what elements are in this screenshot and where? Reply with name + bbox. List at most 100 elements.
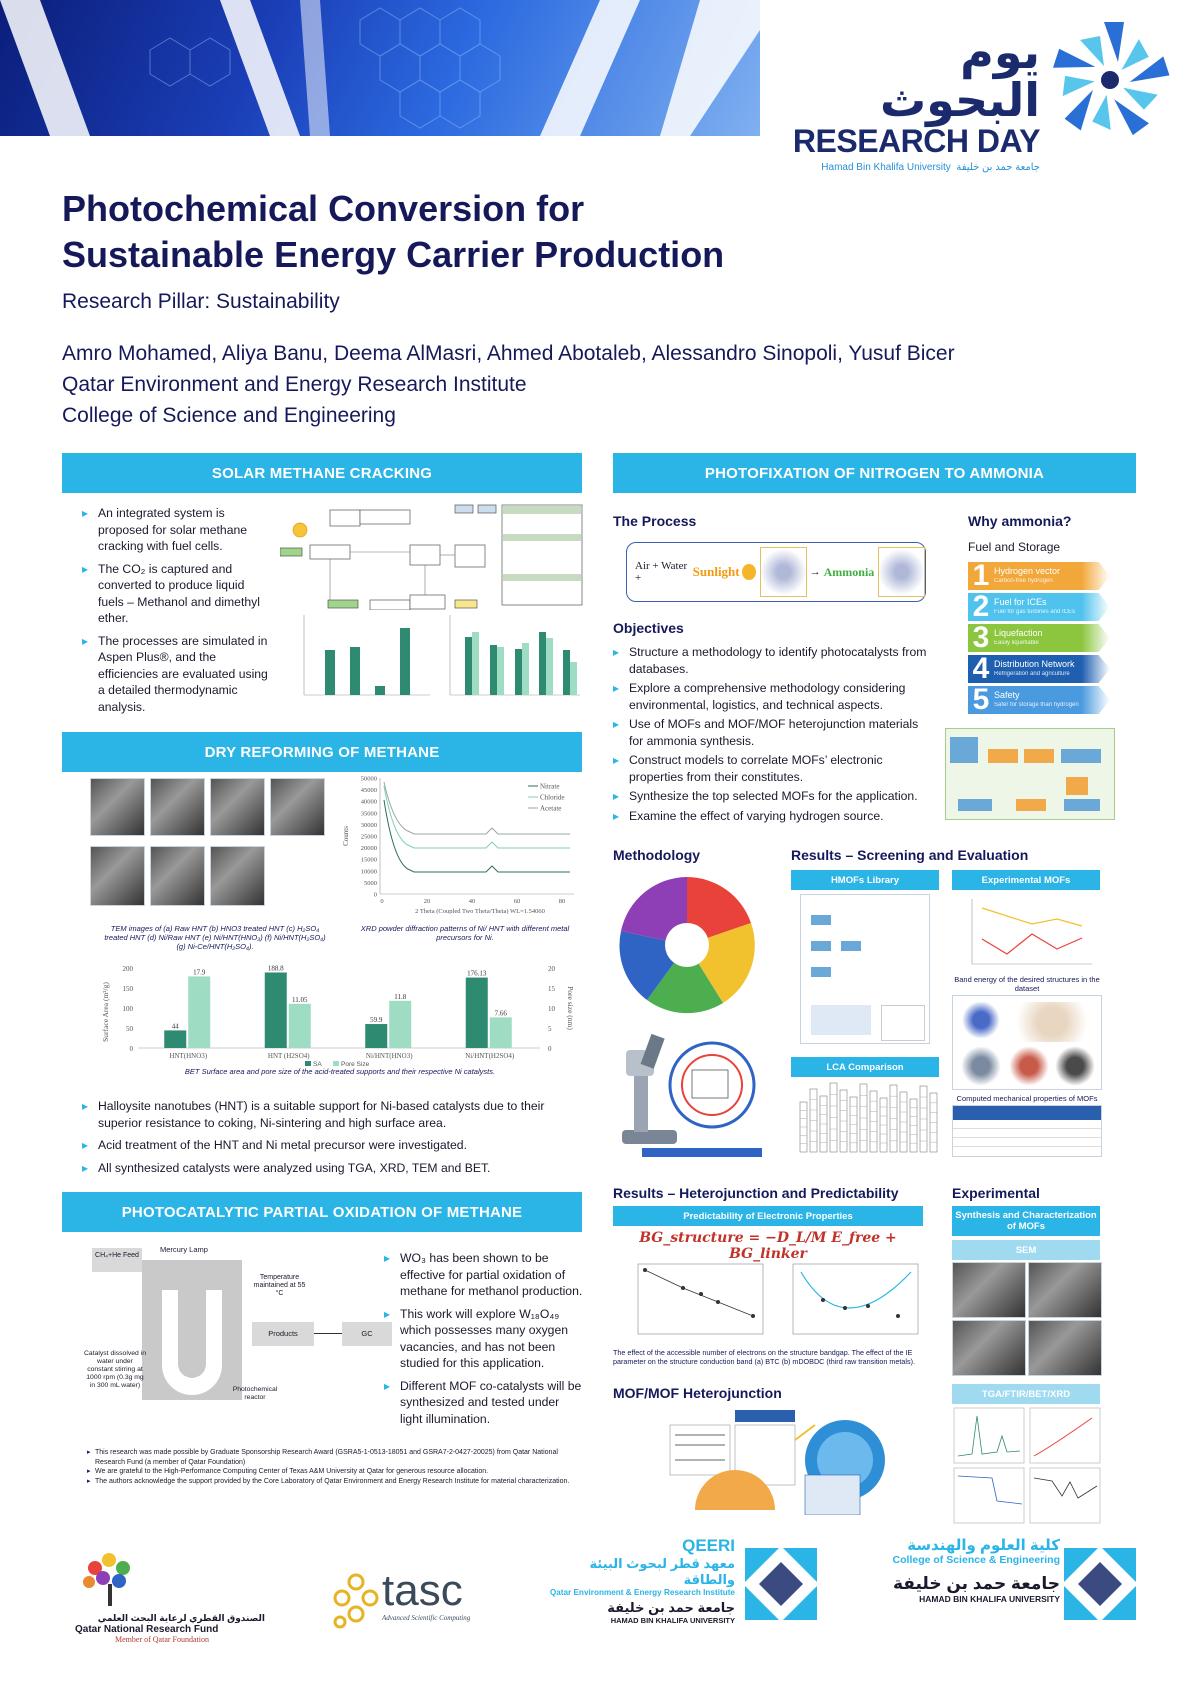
bar-sa (365, 1024, 388, 1048)
ammonia-reason-2: 2 Fuel for ICEs Fuel for gas turbines and … (968, 593, 1110, 621)
qnrf-tree-icon (83, 1553, 130, 1606)
qnrf-english: Qatar National Research Fund (75, 1624, 219, 1635)
footnote-3: The authors acknowledge the support prov… (87, 1477, 587, 1487)
solar-bullet-3: The processes are simulated in Aspen Plu… (82, 633, 272, 716)
mof-structure-icon-2 (878, 547, 926, 597)
legend-swatch (305, 1061, 311, 1066)
band-energy-caption: Band energy of the desired structures in… (954, 975, 1100, 993)
reactor-inner (178, 1290, 206, 1378)
bar-value-label: 188.8 (268, 964, 284, 972)
authors: Amro Mohamed, Aliya Banu, Deema AlMasri,… (62, 342, 955, 365)
xrd-y-tick: 50000 (361, 776, 377, 783)
bar-value-label: 7.66 (495, 1009, 508, 1017)
solar-bullet-2: The CO₂ is captured and converted to pro… (82, 561, 272, 627)
footnote-2: We are grateful to the High-Performance … (87, 1467, 587, 1477)
reason-label: Safety (994, 690, 1020, 700)
objective-item: Structure a methodology to identify phot… (613, 644, 933, 677)
y-tick-label: 150 (123, 985, 134, 993)
reason-sub: Refrigeration and agriculture (994, 671, 1070, 677)
bar-value-label: 11.05 (292, 996, 308, 1004)
footnote-1: This research was made possible by Gradu… (87, 1448, 587, 1467)
objective-item: Synthesize the top selected MOFs for the… (613, 788, 933, 805)
xrd-y-tick: 45000 (361, 787, 377, 794)
methodology-heading: Methodology (613, 847, 701, 863)
objective-item: Use of MOFs and MOF/MOF heterojunction m… (613, 716, 933, 749)
research-pillar: Research Pillar: Sustainability (62, 290, 340, 313)
sem-image-2 (1028, 1262, 1102, 1318)
bar-pore-size (489, 1017, 512, 1048)
xrd-caption: XRD powder diffraction patterns of Ni/ H… (360, 924, 570, 942)
logo-english: RESEARCH DAY (792, 123, 1041, 159)
reason-number: 4 (972, 652, 990, 685)
qeeri-arabic: معهد قطر لبحوث البيئة والطاقة (589, 1556, 736, 1587)
qnrf-member: Member of Qatar Foundation (115, 1635, 209, 1644)
solar-efficiency-charts (303, 615, 580, 696)
mechanical-caption: Computed mechanical properties of MOFs (956, 1094, 1098, 1103)
sem-image-1 (952, 1262, 1026, 1318)
mechanical-table (952, 1105, 1102, 1157)
legend-label: Pore Size (341, 1061, 370, 1068)
reason-label: Fuel for ICEs (994, 597, 1047, 607)
y2-tick-label: 0 (548, 1045, 552, 1053)
solar-bullet-1: An integrated system is proposed for sol… (82, 505, 272, 555)
acknowledgements: This research was made possible by Gradu… (87, 1448, 587, 1486)
results2-heading: Results – Heterojunction and Predictabil… (613, 1185, 899, 1201)
bar-value-label: 44 (172, 1022, 180, 1030)
reason-text: Hydrogen vector Carbon-free hydrogen (994, 566, 1060, 586)
xrd-x-tick: 80 (559, 898, 566, 905)
band-energy-chart (971, 899, 1092, 965)
pom-bullets: WO₃ has been shown to be effective for p… (384, 1250, 584, 1433)
heterojunction-heading: MOF/MOF Heterojunction (613, 1385, 782, 1401)
solar-bullets: An integrated system is proposed for sol… (82, 505, 272, 721)
hmofs-library-figure (800, 894, 930, 1044)
experimental-heading: Experimental (952, 1185, 1040, 1201)
graphene-pattern (0, 0, 760, 136)
sem-label: SEM (952, 1240, 1100, 1260)
tem-caption: TEM images of (a) Raw HNT (b) HNO3 treat… (104, 924, 326, 951)
xrd-x-tick: 20 (424, 898, 431, 905)
tem-image-g (210, 846, 265, 906)
bar-pore-size (288, 1003, 311, 1048)
sun-icon (741, 564, 756, 580)
reason-text: Distribution Network Refrigeration and ag… (994, 659, 1075, 679)
tem-image-c (210, 778, 265, 836)
reason-label: Liquefaction (994, 628, 1043, 638)
dry-bullet-3: All synthesized catalysts were analyzed … (82, 1160, 582, 1177)
dry-bullets: Halloysite nanotubes (HNT) is a suitable… (82, 1098, 582, 1182)
bar-value-label: 176.13 (467, 970, 487, 978)
heterojunction-diagram (669, 1410, 885, 1515)
logo-sub-ar: جامعة حمد بن خليفة (956, 162, 1040, 173)
y-tick-label: 0 (130, 1045, 134, 1053)
xrd-series-chloride (383, 785, 570, 849)
cse-emblem-icon (1064, 1548, 1136, 1620)
bar-pore-size (389, 1000, 412, 1048)
xrd-y-tick: 40000 (361, 799, 377, 806)
cse-arabic: كلية العلوم والهندسة (907, 1537, 1060, 1554)
title-line-2: Sustainable Energy Carrier Production (62, 234, 725, 275)
ammonia-flowchart (945, 728, 1115, 820)
predictability-label: Predictability of Electronic Properties (613, 1206, 923, 1226)
reason-sub: Easily liquefiable (994, 640, 1039, 646)
objective-item: Examine the effect of varying hydrogen s… (613, 808, 933, 825)
bar-sa (465, 977, 488, 1048)
xrd-y-tick: 20000 (361, 845, 377, 852)
mof-structure-icon (759, 547, 807, 597)
process-ammonia: Ammonia (823, 564, 875, 579)
tasc-molecule-icon (333, 1573, 379, 1629)
reason-sub: Safer for storage than hydrogen (994, 702, 1079, 708)
reason-sub: Fuel for gas turbines and ICEs (994, 609, 1076, 615)
objectives-list: Structure a methodology to identify phot… (613, 644, 933, 827)
lamp-label: Mercury Lamp (160, 1245, 208, 1254)
xrd-x-tick: 40 (469, 898, 476, 905)
lca-comparison-label: LCA Comparison (791, 1057, 939, 1077)
category-label: Ni/HNT(H2SO4) (465, 1052, 515, 1060)
characterization-plots (953, 1407, 1101, 1524)
qeeri-emblem-icon (745, 1548, 817, 1620)
feed-box: CH₄+He Feed (92, 1248, 142, 1272)
qnrf-arabic: الصندوق القطري لرعاية البحث العلمي (97, 1613, 265, 1623)
results1-heading: Results – Screening and Evaluation (791, 847, 1029, 863)
xrd-series-acetate (383, 781, 570, 835)
y2-tick-label: 5 (548, 1025, 552, 1033)
xrd-y-tick: 0 (374, 892, 377, 899)
